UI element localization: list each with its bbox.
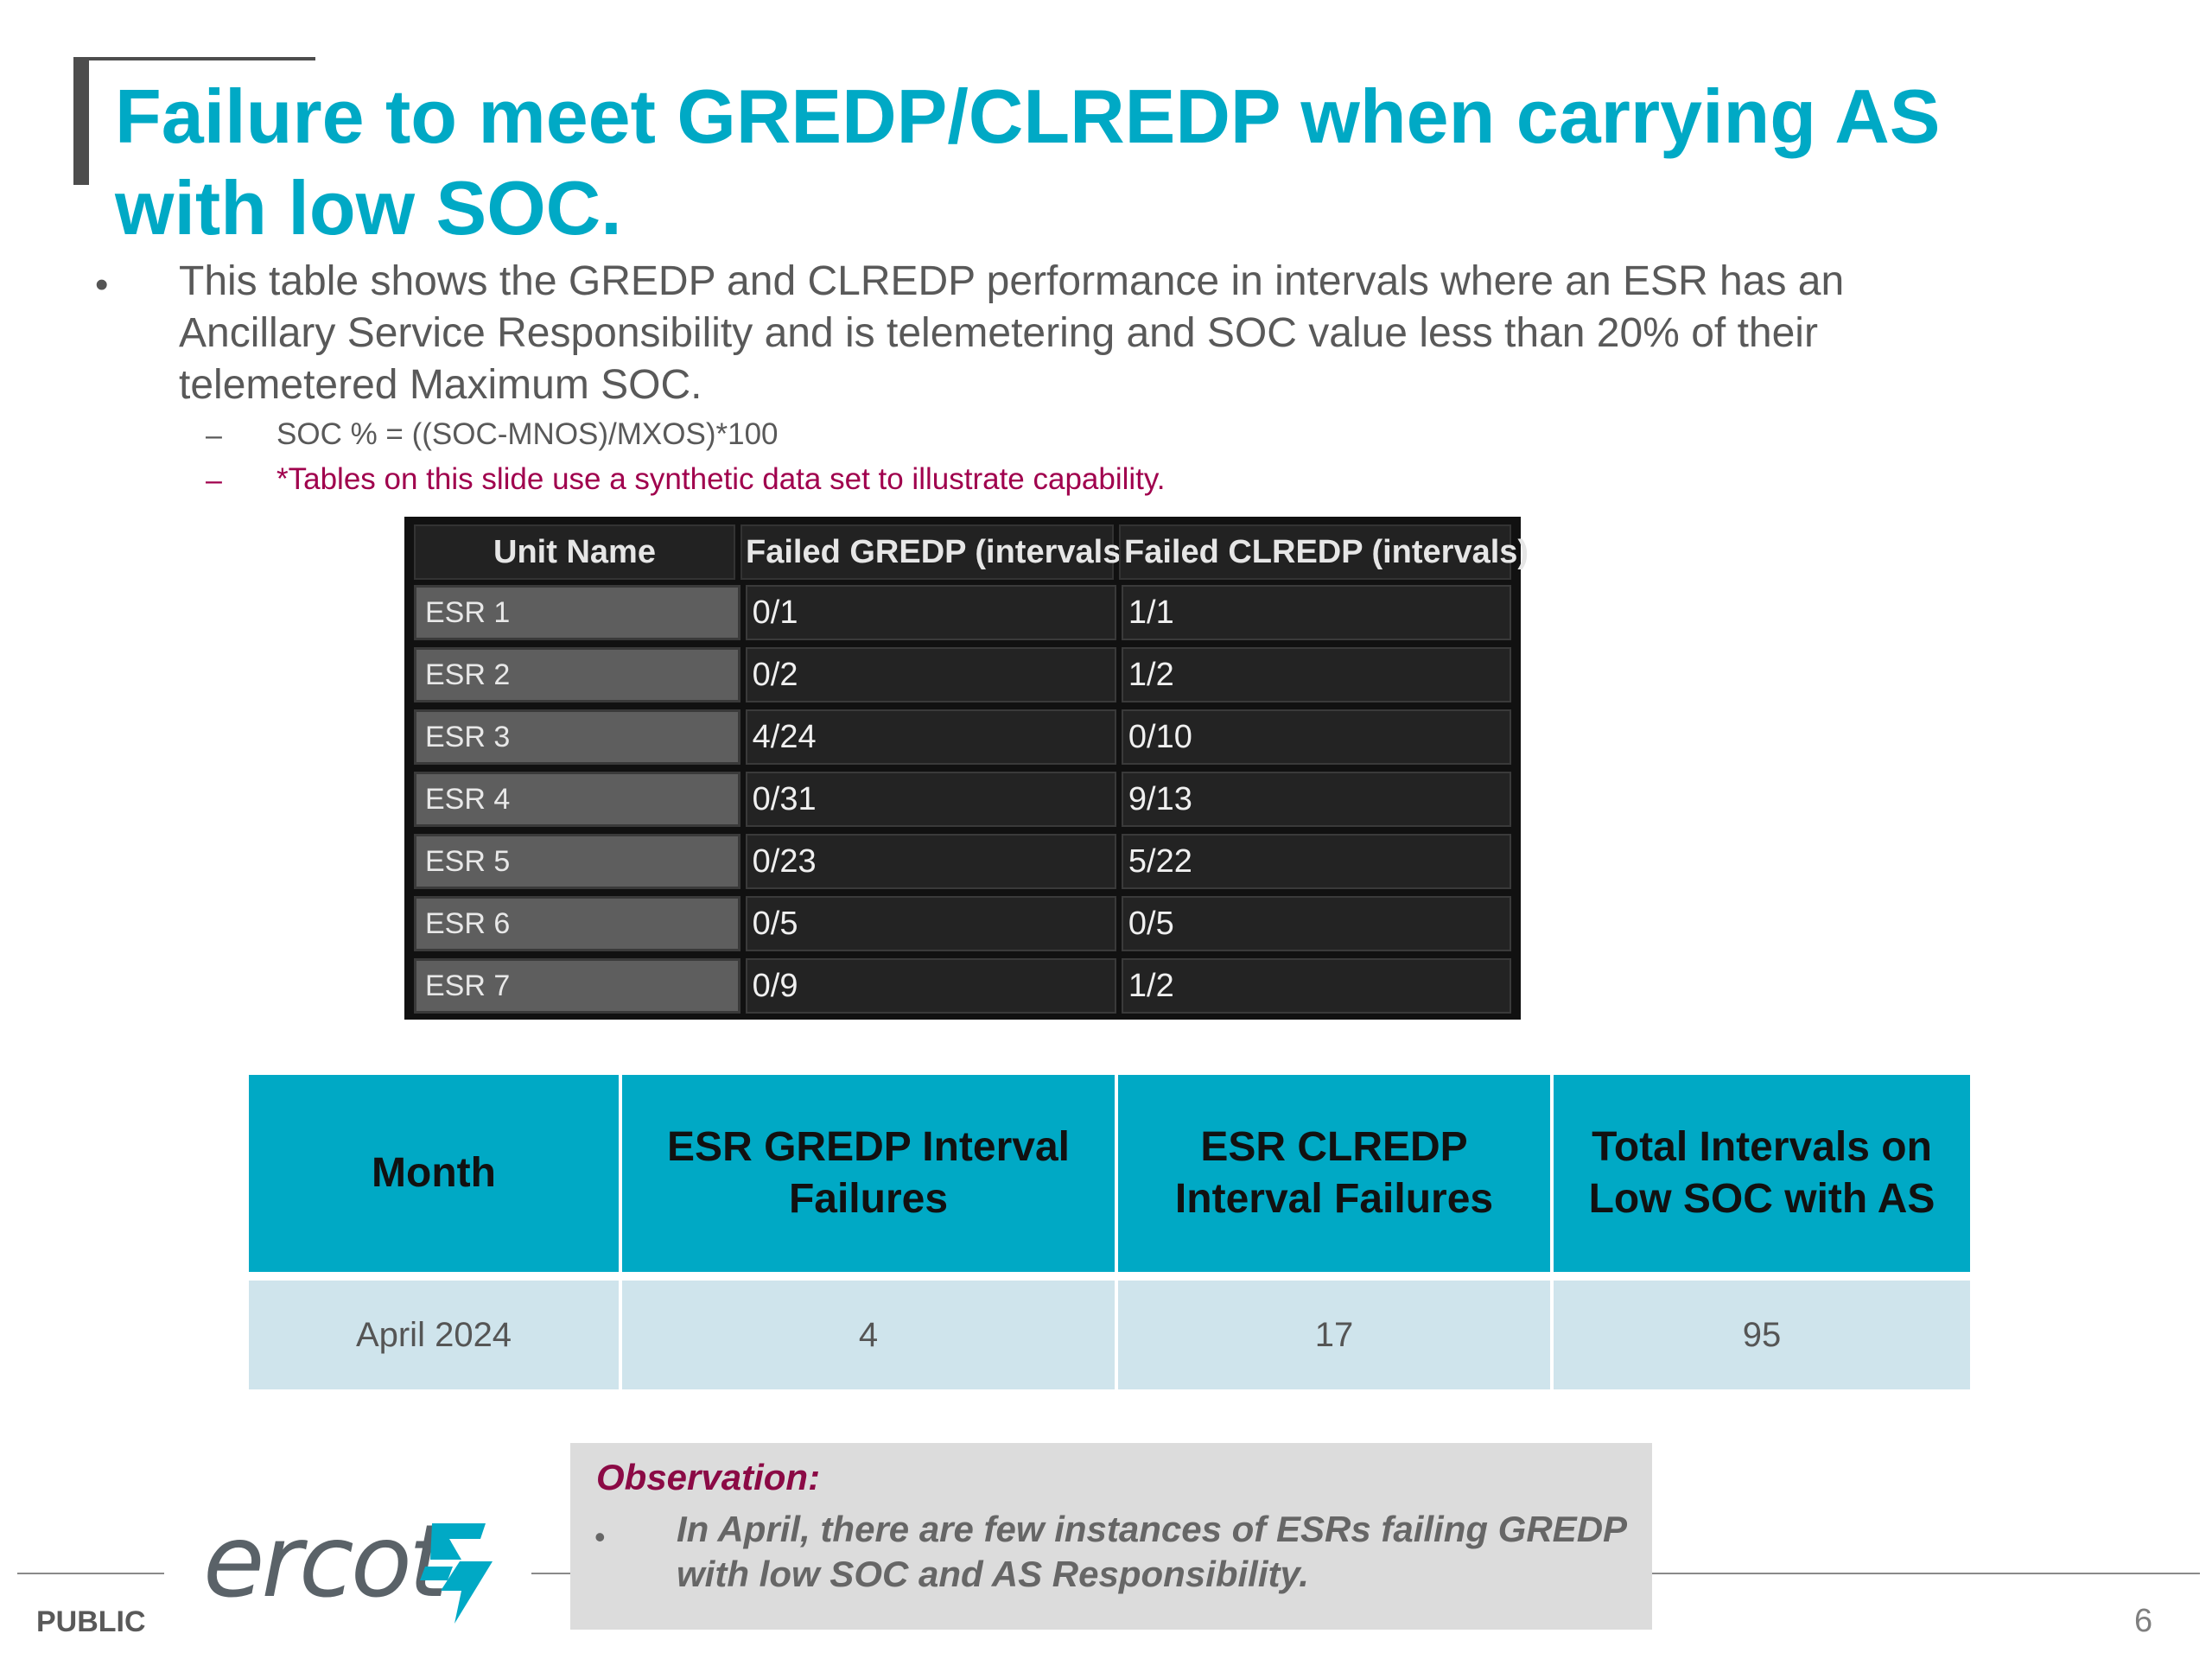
observation-box [570,1443,1652,1630]
unit-failure-table: Unit Name Failed GREDP (intervals) Faile… [404,517,1529,1020]
unit-name-cell: ESR 1 [414,585,741,640]
header-failed-clredp: Failed CLREDP (intervals) [1119,524,1529,580]
gredp-cell: 4/24 [745,709,1116,765]
ercot-logo-icon [420,1523,493,1624]
gredp-cell: 0/5 [745,896,1116,951]
table-row: ESR 5 0/23 5/22 [411,830,1514,893]
table-header-row: Unit Name Failed GREDP (intervals) Faile… [411,523,1529,582]
table-row: ESR 3 4/24 0/10 [411,706,1514,768]
header-failed-gredp: Failed GREDP (intervals) [741,524,1132,580]
gredp-cell: 0/2 [745,647,1116,702]
unit-name-cell: ESR 6 [414,896,741,951]
gredp-cell: 0/23 [745,834,1116,889]
observation-title: Observation: [596,1457,821,1497]
header-total-intervals: Total Intervals on Low SOC with AS [1554,1075,1970,1272]
observation-bullet-marker: • [594,1519,606,1554]
table-row: ESR 2 0/2 1/2 [411,644,1514,706]
unit-name-cell: ESR 4 [414,772,741,827]
bullet-text: This table shows the GREDP and CLREDP pe… [179,258,1845,408]
header-clredp-failures: ESR CLREDP Interval Failures [1118,1075,1554,1272]
clredp-cell: 1/2 [1121,958,1511,1014]
clredp-cell: 1/1 [1121,585,1511,640]
gredp-failures-cell: 4 [622,1272,1118,1389]
footer-divider [1652,1573,2200,1574]
monthly-summary-table: Month ESR GREDP Interval Failures ESR CL… [249,1075,1970,1389]
clredp-cell: 0/5 [1121,896,1511,951]
table-row: ESR 6 0/5 0/5 [411,893,1514,955]
unit-name-cell: ESR 3 [414,709,741,765]
table-row: ESR 4 0/31 9/13 [411,768,1514,830]
table-row: ESR 1 0/1 1/1 [411,582,1514,644]
observation-text: In April, there are few instances of ESR… [677,1509,1626,1594]
clredp-cell: 1/2 [1121,647,1511,702]
gredp-cell: 0/1 [745,585,1116,640]
footer-divider [531,1573,571,1574]
clredp-cell: 0/10 [1121,709,1511,765]
table-row: ESR 7 0/9 1/2 [411,955,1514,1017]
ercot-logo-wordmark: ercot [203,1503,448,1620]
unit-name-cell: ESR 7 [414,958,741,1014]
month-cell: April 2024 [249,1272,622,1389]
summary-header-row: Month ESR GREDP Interval Failures ESR CL… [249,1075,1970,1272]
header-unit-name: Unit Name [414,524,735,580]
clredp-cell: 9/13 [1121,772,1511,827]
classification-label: PUBLIC [36,1605,146,1638]
clredp-cell: 5/22 [1121,834,1511,889]
gredp-cell: 0/31 [745,772,1116,827]
header-gredp-failures: ESR GREDP Interval Failures [622,1075,1118,1272]
sub-bullet-marker: – [206,419,222,452]
sub-bullet-disclaimer: *Tables on this slide use a synthetic da… [276,462,1166,496]
bullet-marker: • [95,264,109,306]
title-accent-line [73,57,315,60]
sub-bullet-formula: SOC % = ((SOC-MNOS)/MXOS)*100 [276,417,779,451]
total-intervals-cell: 95 [1554,1272,1970,1389]
unit-name-cell: ESR 5 [414,834,741,889]
gredp-cell: 0/9 [745,958,1116,1014]
footer-divider [17,1573,164,1574]
page-number: 6 [2134,1603,2153,1639]
title-accent-bar [73,57,89,185]
header-month: Month [249,1075,622,1272]
clredp-failures-cell: 17 [1118,1272,1554,1389]
slide-title: Failure to meet GREDP/CLREDP when carryi… [115,73,1941,251]
table-row: April 2024 4 17 95 [249,1272,1970,1389]
unit-name-cell: ESR 2 [414,647,741,702]
sub-bullet-marker: – [206,464,222,497]
